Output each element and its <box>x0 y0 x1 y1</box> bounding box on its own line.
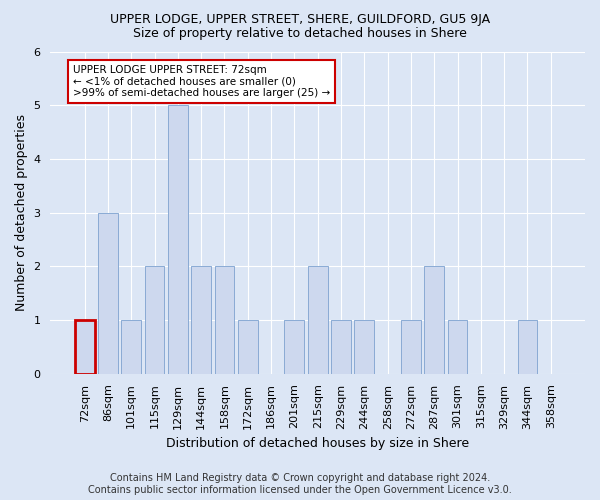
Bar <box>308 266 328 374</box>
Bar <box>355 320 374 374</box>
X-axis label: Distribution of detached houses by size in Shere: Distribution of detached houses by size … <box>166 437 469 450</box>
Bar <box>518 320 538 374</box>
Bar <box>238 320 257 374</box>
Bar <box>401 320 421 374</box>
Bar <box>168 105 188 374</box>
Text: Contains HM Land Registry data © Crown copyright and database right 2024.
Contai: Contains HM Land Registry data © Crown c… <box>88 474 512 495</box>
Text: Size of property relative to detached houses in Shere: Size of property relative to detached ho… <box>133 28 467 40</box>
Bar <box>191 266 211 374</box>
Bar <box>215 266 235 374</box>
Bar <box>145 266 164 374</box>
Bar <box>331 320 351 374</box>
Text: UPPER LODGE, UPPER STREET, SHERE, GUILDFORD, GU5 9JA: UPPER LODGE, UPPER STREET, SHERE, GUILDF… <box>110 12 490 26</box>
Text: UPPER LODGE UPPER STREET: 72sqm
← <1% of detached houses are smaller (0)
>99% of: UPPER LODGE UPPER STREET: 72sqm ← <1% of… <box>73 65 330 98</box>
Bar <box>284 320 304 374</box>
Bar <box>75 320 95 374</box>
Bar <box>448 320 467 374</box>
Bar <box>98 212 118 374</box>
Y-axis label: Number of detached properties: Number of detached properties <box>15 114 28 311</box>
Bar <box>121 320 141 374</box>
Bar <box>424 266 444 374</box>
